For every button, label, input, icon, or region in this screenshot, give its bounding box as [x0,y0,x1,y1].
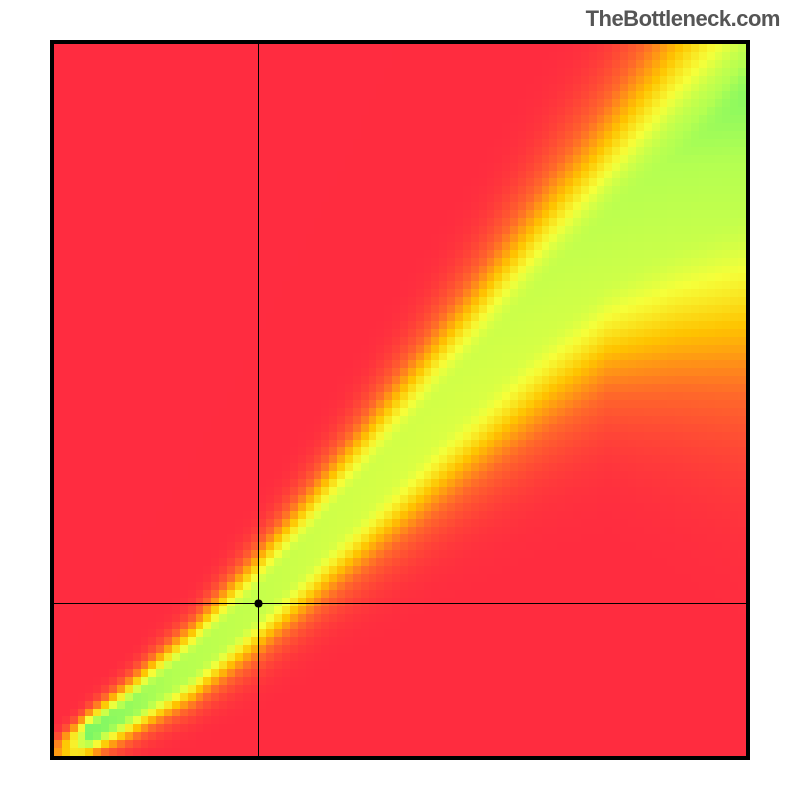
crosshair-horizontal [54,603,746,604]
heatmap-canvas [54,44,746,756]
plot-frame [50,40,750,760]
watermark-text: TheBottleneck.com [586,6,780,32]
crosshair-vertical [258,44,259,756]
heatmap-area [54,44,746,756]
